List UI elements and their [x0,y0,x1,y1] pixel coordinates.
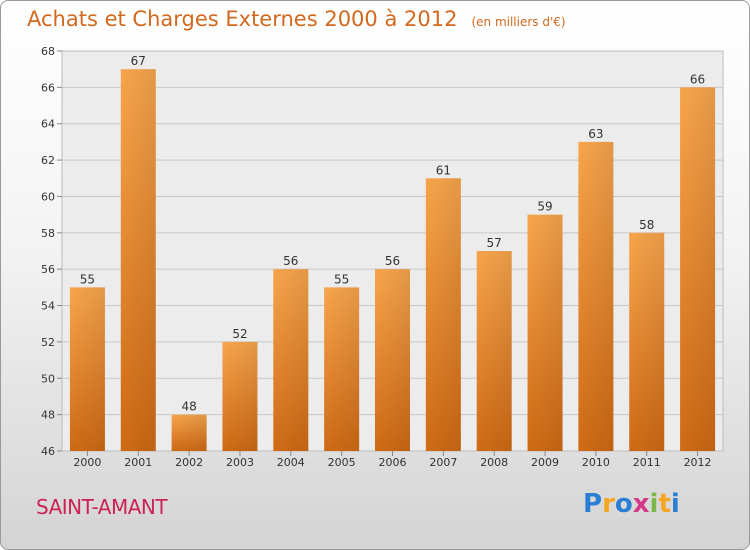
x-tick-label: 2004 [277,456,305,469]
data-label: 55 [334,272,349,286]
data-label: 48 [181,400,196,414]
chart-title-text: Achats et Charges Externes 2000 à 2012 [27,7,458,31]
bar-shade [222,341,258,451]
data-label: 66 [690,72,705,86]
bar-shade [527,214,563,451]
data-label: 56 [283,254,298,268]
bar-shade [324,287,360,451]
y-tick-label: 56 [41,263,55,276]
x-tick-label: 2007 [429,456,457,469]
logo-letter: i [670,489,680,519]
logo-letter: r [602,489,615,519]
x-tick-label: 2012 [684,456,712,469]
logo-letter: P [583,489,603,519]
y-axis-ticks: 46 48 50 52 54 56 58 60 62 64 66 68 [41,45,55,458]
y-tick-label: 68 [41,45,55,58]
x-tick-label: 2010 [582,456,610,469]
x-tick-label: 2005 [328,456,356,469]
bar-shade [69,287,105,451]
bars: 55 67 48 52 56 55 56 61 57 59 63 58 66 [69,54,716,452]
place-name: SAINT-AMANT [36,495,168,519]
proxiti-logo: Proxiti [583,489,680,519]
logo-letter: t [658,489,671,519]
bar-shade [425,178,461,452]
y-tick-label: 58 [41,227,55,240]
data-label: 52 [232,327,247,341]
bar-shade [578,141,614,451]
y-tick-label: 52 [41,336,55,349]
x-tick-label: 2011 [633,456,661,469]
y-tick-label: 66 [41,81,55,94]
data-label: 67 [131,54,146,68]
bar-shade [120,69,156,451]
data-label: 61 [436,163,451,177]
chart-title: Achats et Charges Externes 2000 à 2012 (e… [27,7,566,31]
bar-shade [171,414,207,451]
logo-letter: i [649,489,659,519]
data-label: 56 [385,254,400,268]
x-tick-label: 2003 [226,456,254,469]
x-axis-ticks: 2000 2001 2002 2003 2004 2005 2006 2007 2008 2009… [73,451,712,469]
logo-letter: x [632,489,650,519]
data-label: 58 [639,218,654,232]
bar-shade [629,232,665,451]
x-tick-label: 2001 [124,456,152,469]
logo-letter: o [614,489,633,519]
y-tick-label: 50 [41,372,55,385]
bar-shade [476,251,512,451]
chart-unit: (en milliers d'€) [471,15,566,29]
y-tick-label: 64 [41,118,55,131]
y-tick-label: 46 [41,445,55,458]
x-tick-label: 2006 [379,456,407,469]
data-label: 63 [588,127,603,141]
data-label: 57 [487,236,502,250]
bar-shade [375,269,410,451]
y-tick-label: 48 [41,409,55,422]
bar-shade [273,269,309,451]
x-tick-label: 2002 [175,456,203,469]
y-tick-label: 54 [41,300,55,313]
data-label: 55 [80,272,95,286]
y-tick-label: 62 [41,154,55,167]
data-label: 59 [537,200,552,214]
bar-shade [680,87,716,451]
x-tick-label: 2000 [73,456,101,469]
y-tick-label: 60 [41,190,55,203]
x-tick-label: 2009 [531,456,559,469]
x-tick-label: 2008 [480,456,508,469]
